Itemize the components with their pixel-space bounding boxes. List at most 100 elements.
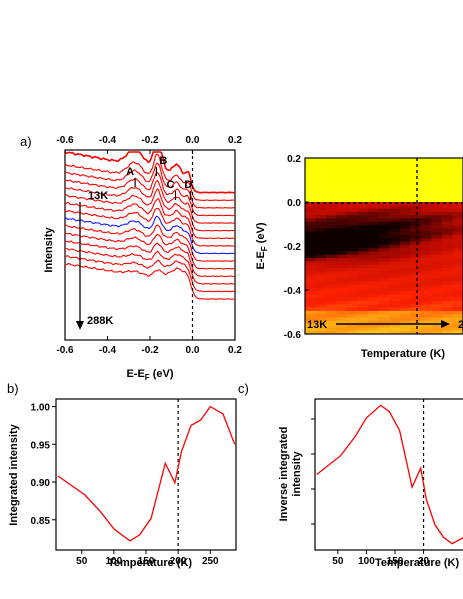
- heatmap-cell: [368, 254, 380, 259]
- heatmap-cell: [389, 327, 401, 332]
- heatmap-cell: [441, 304, 453, 309]
- heatmap-cell: [305, 327, 317, 332]
- heatmap-cell: [441, 324, 453, 328]
- heatmap-cell: [336, 218, 348, 223]
- heatmap-cell: [315, 218, 327, 223]
- heatmap-cell: [368, 208, 380, 213]
- heatmap-cell: [431, 264, 443, 269]
- heatmap-cell: [420, 258, 432, 262]
- heatmap-cell: [420, 324, 432, 328]
- heatmap-cell: [441, 268, 453, 272]
- inverse-intensity-x-ticks: 50 100 150 20: [332, 550, 430, 567]
- heatmap-cell: [399, 284, 411, 289]
- heatmap-cell: [305, 297, 317, 302]
- heatmap-cell: [410, 284, 422, 289]
- x-tick-label: 100: [106, 556, 123, 567]
- heatmap-panel: 0.2 0.0 -0.2 -0.4 -0.6 E-EF (eV) 13K 2 Tempe…: [255, 154, 463, 360]
- heatmap-cell: [357, 274, 369, 279]
- heatmap-cell: [336, 274, 348, 279]
- heatmap-cell: [347, 291, 359, 295]
- heatmap-cell: [410, 231, 422, 236]
- heatmap-cell: [441, 307, 453, 312]
- heatmap-cell: [305, 244, 317, 249]
- heatmap-cell: [368, 268, 380, 272]
- heatmap-cell: [347, 301, 359, 305]
- heatmap-cell: [357, 258, 369, 262]
- heatmap-cell: [399, 238, 411, 243]
- heatmap-cell: [420, 231, 432, 236]
- heatmap-cell: [452, 211, 463, 216]
- heatmap-cell: [326, 310, 338, 315]
- heatmap-cell: [399, 225, 411, 229]
- heatmap-cell: [452, 244, 463, 249]
- heatmap-cell: [336, 225, 348, 229]
- heatmap-cell: [399, 274, 411, 279]
- heatmap-cell: [389, 307, 401, 312]
- inverse-intensity-y-ticks: [311, 418, 315, 525]
- heatmap-cell: [431, 254, 443, 259]
- y-tick-label: 0.95: [31, 440, 51, 451]
- heatmap-cell: [452, 330, 463, 335]
- heatmap-cell: [368, 327, 380, 332]
- heatmap-cell: [441, 327, 453, 332]
- heatmap-cell: [368, 307, 380, 312]
- heatmap-cell: [326, 301, 338, 305]
- heatmap-cell: [357, 264, 369, 269]
- heatmap-cell: [315, 317, 327, 322]
- heatmap-cell: [410, 307, 422, 312]
- heatmap-arrow-start-label: 13K: [307, 319, 327, 331]
- heatmap-cell: [378, 211, 390, 216]
- heatmap-cell: [410, 228, 422, 233]
- heatmap-cell: [399, 314, 411, 318]
- heatmap-cell: [305, 277, 317, 282]
- spectrum-curve: [64, 151, 236, 194]
- heatmap-cell: [431, 202, 443, 206]
- heatmap-cell: [389, 244, 401, 249]
- heatmap-cell: [399, 310, 411, 315]
- heatmap-cell: [441, 238, 453, 243]
- heatmap-cell: [431, 274, 443, 279]
- heatmap-cell: [326, 317, 338, 322]
- heatmap-cell: [326, 238, 338, 243]
- heatmap-cell: [315, 248, 327, 252]
- heatmap-cell: [420, 235, 432, 239]
- heatmap-cell: [420, 205, 432, 210]
- heatmap-cell: [315, 274, 327, 279]
- heatmap-cell: [357, 208, 369, 213]
- heatmap-cell: [357, 261, 369, 266]
- heatmap-cell: [378, 284, 390, 289]
- heatmap-cell: [431, 211, 443, 216]
- heatmap-cell: [441, 297, 453, 302]
- heatmap-cell: [389, 271, 401, 276]
- heatmap-cell: [399, 271, 411, 276]
- heatmap-cell: [410, 211, 422, 216]
- heatmap-cell: [410, 202, 422, 206]
- heatmap-cell: [347, 218, 359, 223]
- heatmap-cell: [410, 264, 422, 269]
- heatmap-cell: [410, 330, 422, 335]
- heatmap-cell: [315, 284, 327, 289]
- heatmap-cell: [452, 301, 463, 305]
- heatmap-cell: [336, 261, 348, 266]
- heatmap-cell: [431, 215, 443, 219]
- heatmap-cell: [347, 294, 359, 299]
- heatmap-cell: [452, 314, 463, 318]
- heatmap-cell: [315, 241, 327, 246]
- heatmap-cell: [368, 225, 380, 229]
- heatmap-cell: [399, 231, 411, 236]
- heatmap-cell: [431, 327, 443, 332]
- x-tick-label: 200: [170, 556, 187, 567]
- heatmap-cell: [420, 274, 432, 279]
- heatmap-cell: [357, 248, 369, 252]
- heatmap-cell: [452, 297, 463, 302]
- heatmap-cell: [326, 284, 338, 289]
- heatmap-cell: [431, 314, 443, 318]
- heatmap-cell: [399, 324, 411, 328]
- heatmap-cell: [441, 277, 453, 282]
- heatmap-cell: [410, 327, 422, 332]
- heatmap-cell: [431, 238, 443, 243]
- heatmap-cell: [336, 258, 348, 262]
- heatmap-cell: [357, 228, 369, 233]
- heatmap-cell: [389, 218, 401, 223]
- heatmap-cell: [315, 208, 327, 213]
